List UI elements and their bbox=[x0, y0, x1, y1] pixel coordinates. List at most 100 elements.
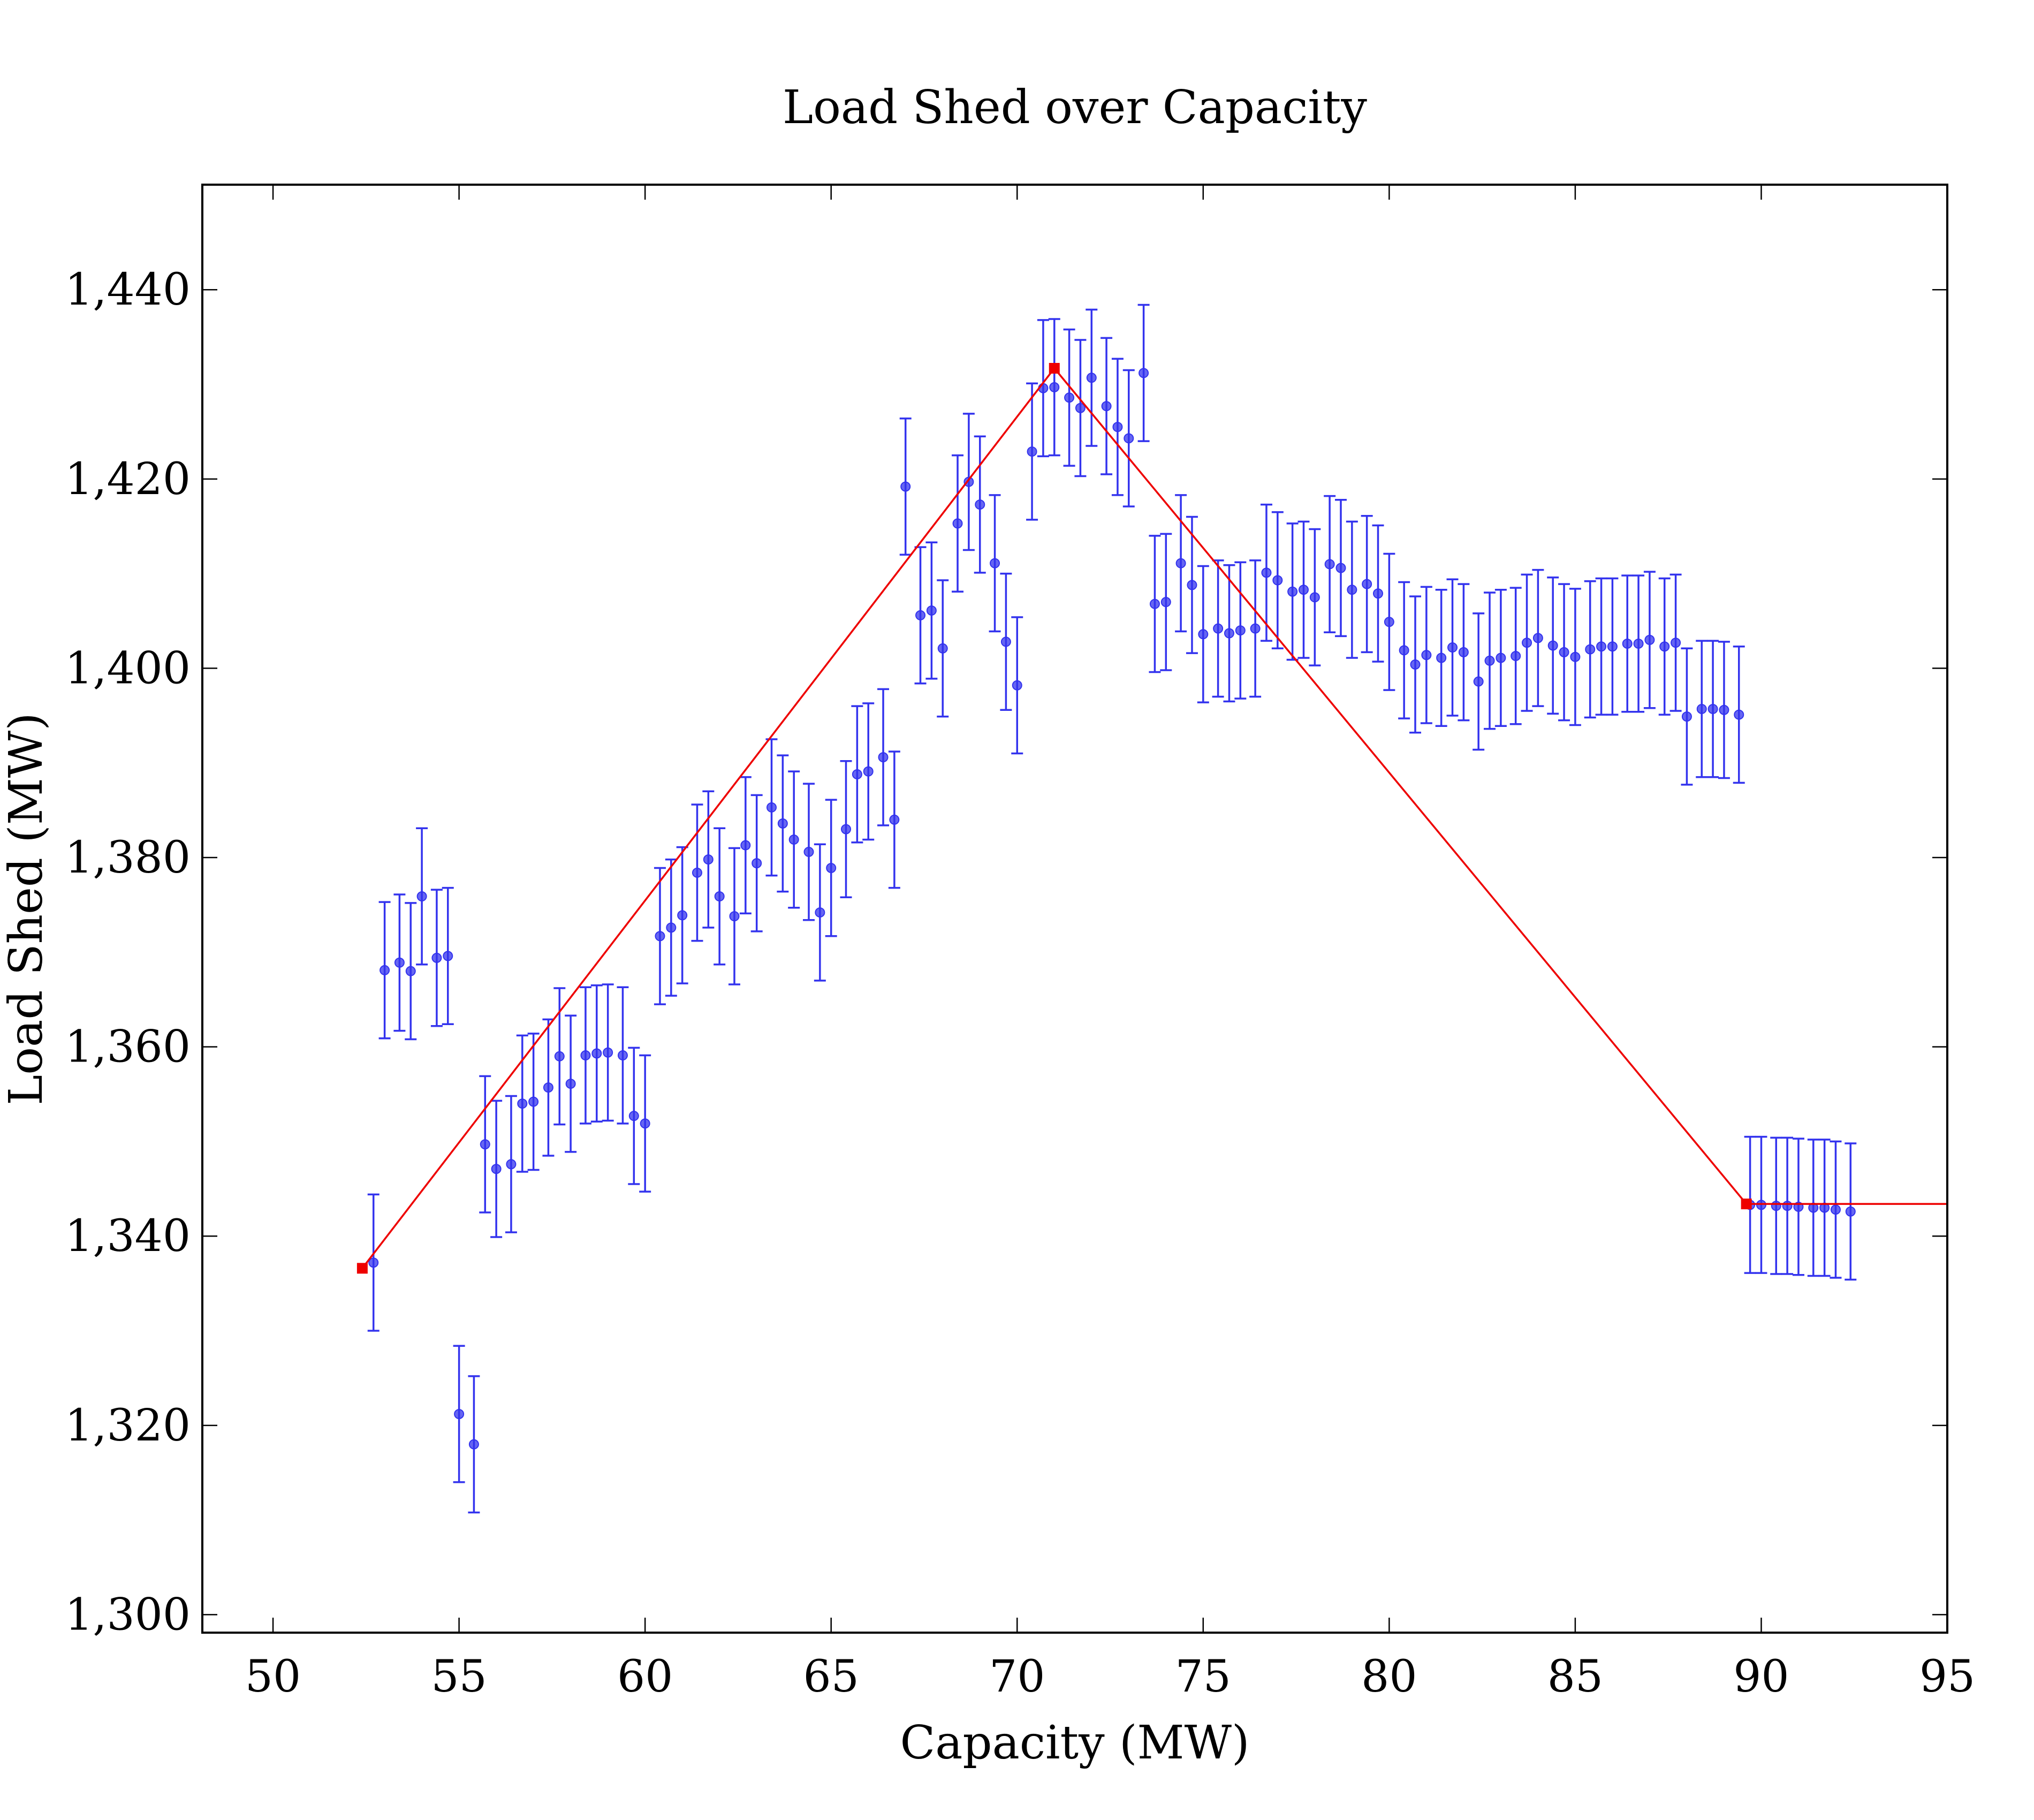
data-marker bbox=[1622, 638, 1633, 649]
data-marker bbox=[1734, 709, 1744, 720]
y-tick-label: 1,300 bbox=[65, 1589, 191, 1640]
data-marker bbox=[1707, 703, 1718, 714]
data-marker bbox=[1511, 650, 1521, 661]
data-marker bbox=[506, 1159, 517, 1170]
data-marker bbox=[729, 911, 740, 922]
data-point bbox=[1718, 641, 1730, 779]
data-point bbox=[602, 983, 614, 1122]
data-marker bbox=[1681, 711, 1692, 722]
data-point bbox=[1346, 520, 1358, 659]
fit-line bbox=[361, 367, 1947, 1269]
data-marker bbox=[1607, 641, 1618, 652]
x-tick-label: 85 bbox=[1547, 1651, 1603, 1702]
data-marker bbox=[405, 966, 416, 976]
plot-area bbox=[356, 304, 1947, 1514]
data-point bbox=[952, 454, 964, 593]
x-tick-label: 60 bbox=[617, 1651, 673, 1702]
data-point bbox=[1297, 520, 1310, 659]
data-marker bbox=[603, 1047, 613, 1058]
data-point bbox=[516, 1034, 528, 1173]
data-point bbox=[1149, 535, 1161, 673]
data-marker bbox=[1298, 585, 1309, 595]
data-point bbox=[1122, 369, 1135, 507]
data-marker bbox=[1149, 598, 1160, 609]
data-point bbox=[1197, 565, 1209, 703]
data-marker bbox=[543, 1082, 553, 1093]
data-point bbox=[739, 776, 752, 915]
y-tick-label: 1,320 bbox=[65, 1400, 191, 1451]
data-marker bbox=[926, 605, 937, 616]
data-marker bbox=[975, 499, 985, 510]
chart-title: Load Shed over Capacity bbox=[783, 81, 1367, 134]
data-marker bbox=[1756, 1200, 1766, 1210]
data-point bbox=[1324, 495, 1336, 634]
data-marker bbox=[1324, 559, 1335, 570]
data-point bbox=[1372, 524, 1384, 663]
data-point bbox=[1696, 640, 1708, 778]
data-point bbox=[1446, 578, 1459, 717]
data-marker bbox=[416, 891, 427, 902]
data-marker bbox=[1198, 629, 1209, 640]
data-point bbox=[1383, 552, 1395, 691]
data-marker bbox=[565, 1079, 576, 1089]
data-point bbox=[1074, 339, 1087, 477]
data-marker bbox=[1373, 588, 1384, 599]
y-axis-label: Load Shed (MW) bbox=[0, 712, 53, 1105]
data-point bbox=[1681, 647, 1693, 786]
data-marker bbox=[1124, 433, 1134, 444]
data-marker bbox=[1830, 1204, 1841, 1215]
data-marker bbox=[1547, 640, 1558, 651]
data-point bbox=[1807, 1139, 1819, 1277]
x-tick-label: 55 bbox=[431, 1651, 487, 1702]
data-point bbox=[1845, 1142, 1857, 1281]
data-marker bbox=[740, 840, 751, 851]
data-marker bbox=[1075, 403, 1086, 413]
plot-frame bbox=[201, 184, 1948, 1634]
data-point bbox=[1361, 515, 1373, 654]
data-point bbox=[1000, 572, 1012, 711]
data-point bbox=[1707, 640, 1719, 778]
data-point bbox=[1733, 646, 1745, 784]
data-marker bbox=[900, 481, 911, 492]
data-marker bbox=[380, 965, 390, 975]
data-point bbox=[1101, 337, 1113, 475]
data-marker bbox=[1112, 422, 1123, 433]
data-marker bbox=[1261, 567, 1272, 578]
data-marker bbox=[963, 476, 974, 487]
data-point bbox=[1271, 511, 1284, 650]
data-marker bbox=[1187, 580, 1197, 590]
data-point bbox=[1063, 328, 1075, 467]
data-point bbox=[1584, 580, 1596, 719]
data-point bbox=[840, 760, 852, 899]
data-marker bbox=[1484, 655, 1495, 666]
data-marker bbox=[803, 846, 814, 857]
data-point bbox=[714, 827, 726, 966]
data-point bbox=[1137, 304, 1150, 442]
data-marker bbox=[1064, 392, 1075, 403]
data-marker bbox=[1347, 585, 1357, 595]
x-axis-label: Capacity (MW) bbox=[900, 1716, 1249, 1770]
data-point bbox=[1781, 1136, 1794, 1275]
data-marker bbox=[1250, 623, 1261, 634]
data-marker bbox=[1782, 1201, 1793, 1211]
data-marker bbox=[1473, 676, 1484, 687]
data-point bbox=[814, 843, 826, 982]
data-point bbox=[1595, 577, 1607, 716]
data-marker bbox=[1139, 368, 1149, 378]
data-marker bbox=[1213, 623, 1224, 634]
data-marker bbox=[1160, 597, 1171, 608]
data-point bbox=[1643, 571, 1656, 709]
data-point bbox=[888, 750, 900, 889]
data-marker bbox=[1224, 628, 1234, 639]
data-point bbox=[862, 702, 875, 841]
y-tick-label: 1,440 bbox=[65, 264, 191, 315]
data-point bbox=[1260, 503, 1272, 642]
data-point bbox=[1212, 559, 1224, 698]
data-marker bbox=[788, 834, 799, 845]
data-point bbox=[1435, 588, 1447, 727]
data-point bbox=[1160, 533, 1172, 671]
data-point bbox=[590, 984, 603, 1123]
data-point bbox=[851, 705, 863, 844]
